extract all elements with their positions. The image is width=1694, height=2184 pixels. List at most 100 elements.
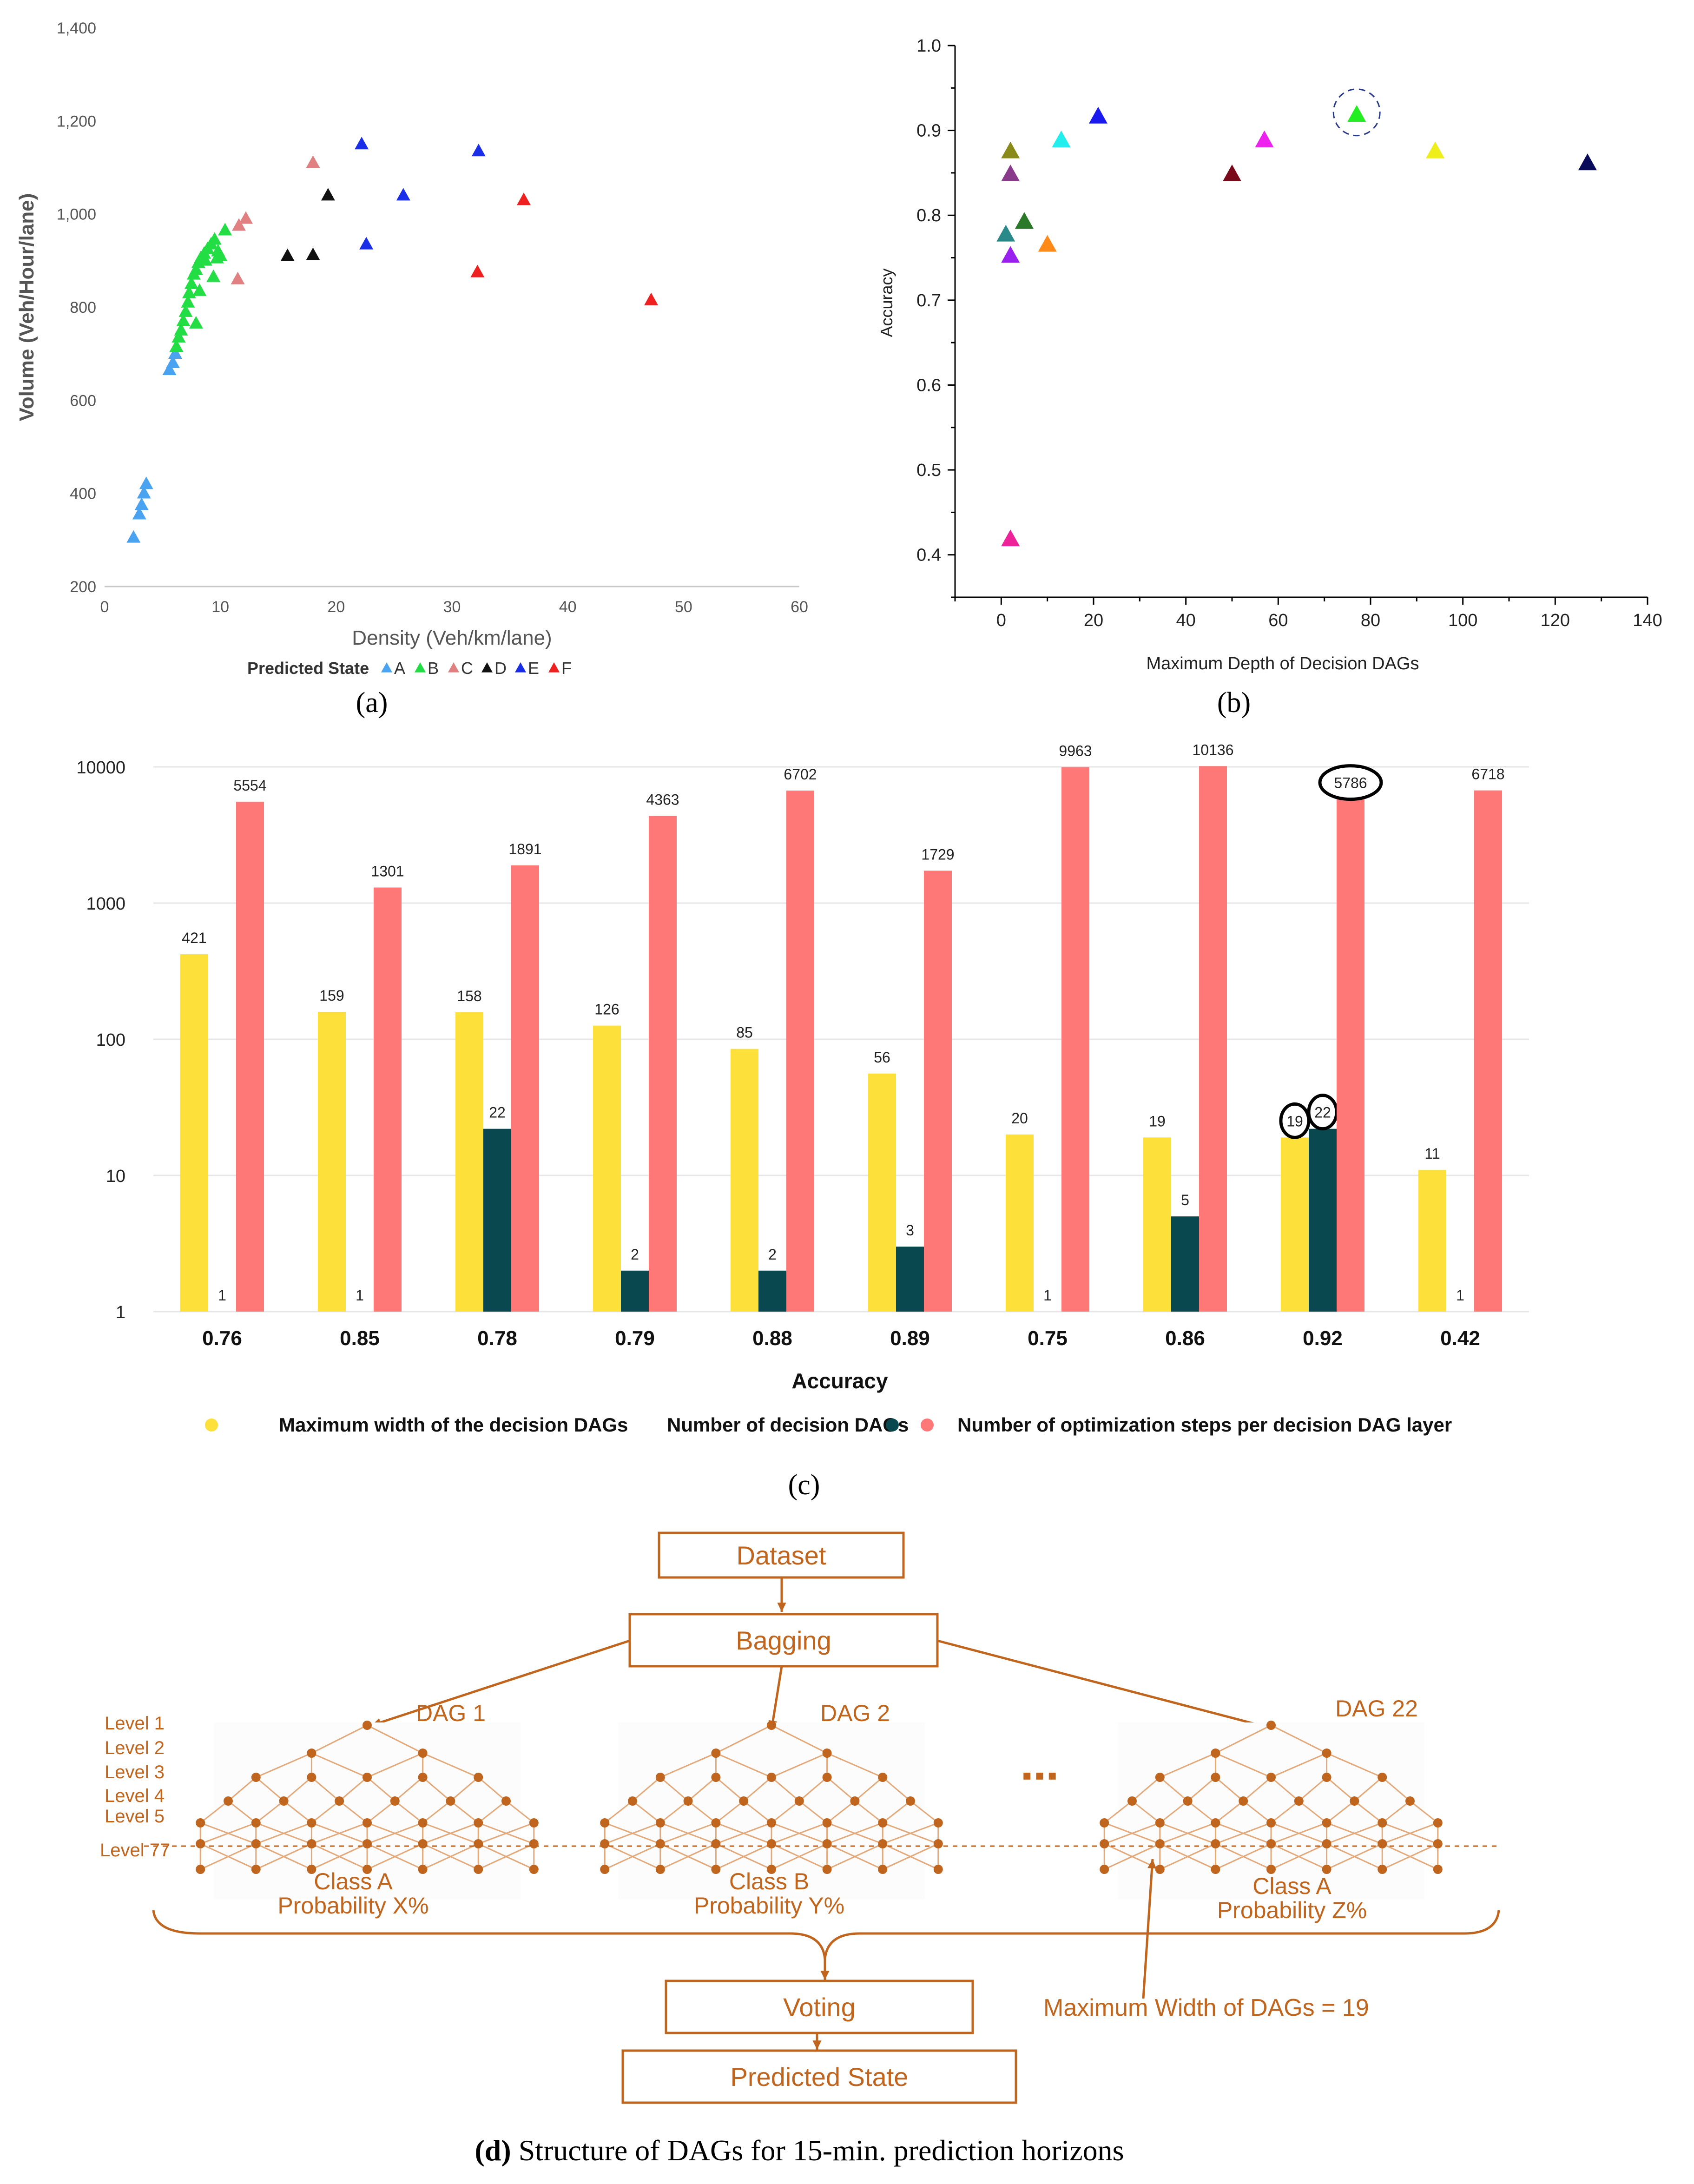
dataset-label: Dataset: [737, 1541, 826, 1570]
dag-edge: [1271, 1843, 1327, 1870]
data-point-A: [132, 507, 146, 520]
dag-edge: [256, 1843, 312, 1870]
dag-node: [600, 1865, 610, 1874]
dag-edge: [798, 1800, 828, 1824]
dag-edge: [660, 1752, 716, 1778]
dag-node: [1322, 1839, 1331, 1848]
y-tick-label: 1,400: [57, 20, 96, 37]
y-axis-title: Volume (Veh/Hour/lane): [15, 193, 38, 422]
dag-node: [628, 1796, 637, 1806]
bagging-box: [628, 1613, 939, 1668]
dag-edge: [827, 1822, 883, 1845]
bar-value-label: 158: [457, 988, 481, 1004]
dag-edge: [450, 1776, 479, 1802]
arrow-dataset-head: [777, 1603, 786, 1612]
data-point-A: [126, 530, 141, 543]
dag-node: [474, 1818, 483, 1828]
dag-node: [279, 1796, 289, 1806]
data-point-B: [178, 304, 193, 317]
x-tick-label: 0.78: [477, 1327, 517, 1350]
legend-label-C: C: [461, 659, 473, 678]
legend-marker-F: [548, 662, 560, 673]
dag-edge: [200, 1822, 257, 1845]
dag-edge: [715, 1843, 772, 1870]
bar-2: [1337, 799, 1364, 1312]
dag-edge: [1271, 1822, 1327, 1845]
dag-node: [683, 1796, 693, 1806]
x-tick-label: 50: [675, 598, 692, 616]
bar-2: [511, 865, 539, 1312]
data-point-D: [306, 247, 320, 260]
dag-node: [1239, 1796, 1248, 1806]
x-tick-label: 60: [1268, 611, 1288, 630]
dag-node: [1127, 1796, 1137, 1806]
dag-node: [196, 1818, 205, 1828]
dag-edge: [422, 1843, 479, 1870]
bar-value-label: 19: [1286, 1113, 1303, 1129]
dag-edge: [771, 1752, 828, 1778]
dag-edge: [660, 1822, 716, 1845]
x-tick-label: 0.86: [1165, 1327, 1205, 1350]
x-tick-label: 60: [791, 598, 808, 616]
x-tick-label: 0.88: [752, 1327, 792, 1350]
dag-node: [501, 1796, 511, 1806]
dag-edge: [256, 1822, 312, 1845]
dag-edge: [339, 1776, 368, 1802]
dag-node: [1100, 1839, 1109, 1848]
dag-edge: [1382, 1843, 1438, 1870]
bar-value-label: 2: [631, 1246, 639, 1263]
ellipsis: ▪▪▪: [1022, 1760, 1060, 1791]
dag-edge: [1326, 1752, 1383, 1778]
dag-edge: [1326, 1776, 1355, 1802]
level-label: Level 1: [105, 1713, 165, 1734]
voting-label: Voting: [783, 1993, 856, 2022]
dag-node: [822, 1749, 832, 1758]
dag-edge: [1215, 1843, 1272, 1870]
bar-0: [455, 1012, 483, 1312]
dag-node: [1155, 1773, 1165, 1782]
chart-a: 0 10 20 30 40 50 60 200 400 600 800 1,000 1,200 1,400…: [15, 20, 808, 719]
dag-edge: [1271, 1724, 1327, 1754]
arrow-dag22-line: [937, 1639, 1279, 1731]
dag-node: [363, 1818, 372, 1828]
dag-edge: [283, 1776, 312, 1802]
dag-node: [1266, 1839, 1276, 1848]
dag-node: [196, 1839, 205, 1848]
dag-edge: [771, 1724, 828, 1754]
data-point: [1038, 235, 1057, 252]
x-tick-label: 10: [211, 598, 229, 616]
dag-edge: [1382, 1776, 1411, 1802]
data-point-A: [162, 363, 177, 376]
dag-edge: [478, 1800, 507, 1824]
dag-edge: [1132, 1776, 1160, 1802]
dag-edge: [1215, 1800, 1244, 1824]
dag-node: [933, 1839, 943, 1848]
dag-edge: [882, 1800, 911, 1824]
dag-diagram: Dataset Bagging DAG 1 DAG 2 DAG 22 Level 1 Lev…: [100, 1531, 1501, 2167]
y-tick-label: 1,200: [57, 112, 96, 130]
dag-edge: [715, 1822, 772, 1845]
dag-edge: [478, 1822, 534, 1845]
dag-node: [446, 1796, 455, 1806]
predicted-state-box: [621, 2049, 1017, 2104]
dag-edge: [1354, 1800, 1383, 1824]
data-point-B: [174, 323, 188, 336]
data-point-F: [516, 192, 531, 205]
data-point-E: [471, 144, 486, 157]
dag-edge: [422, 1800, 451, 1824]
dag-node: [1155, 1865, 1165, 1874]
dag-edge: [478, 1776, 507, 1802]
dag-node: [418, 1865, 428, 1874]
dag-node: [878, 1839, 888, 1848]
class-label: Class A: [1252, 1873, 1331, 1899]
data-point-A: [168, 346, 182, 359]
dag-node: [1322, 1865, 1331, 1874]
arrow-dag2-line: [770, 1666, 783, 1730]
bar-1: [896, 1247, 924, 1312]
dag-node: [906, 1796, 915, 1806]
dag-node: [655, 1839, 665, 1848]
dag-node: [1378, 1839, 1387, 1848]
dag-node: [794, 1796, 804, 1806]
bar-0: [593, 1025, 621, 1312]
dag-node: [711, 1749, 721, 1758]
